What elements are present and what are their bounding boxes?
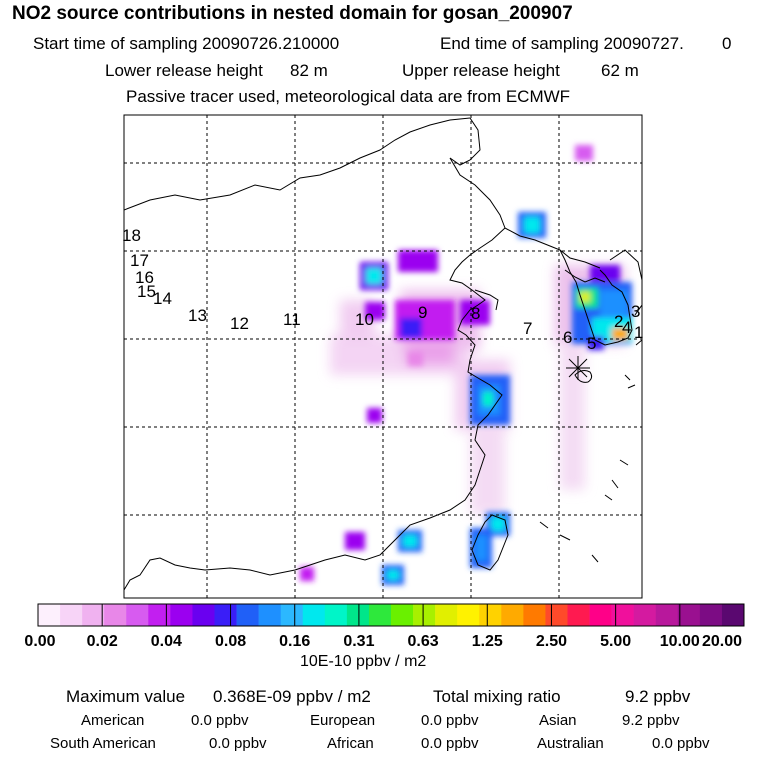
upper-release-value: 62 m bbox=[601, 61, 639, 80]
colorbar-cell bbox=[38, 604, 61, 626]
trajectory-label: 11 bbox=[283, 310, 301, 329]
trajectory-label: 15 bbox=[137, 282, 156, 301]
colorbar-cell bbox=[611, 604, 634, 626]
colorbar-cell bbox=[589, 604, 612, 626]
region-european-value: 0.0 ppbv bbox=[421, 712, 479, 729]
colorbar-cell bbox=[391, 604, 414, 626]
region-asian-name: Asian bbox=[539, 712, 577, 729]
end-time-label: End time of sampling 20090727. bbox=[440, 34, 684, 53]
colorbar-cell bbox=[435, 604, 458, 626]
map-frame bbox=[123, 114, 643, 599]
trajectory-label: 4 bbox=[622, 318, 631, 337]
colorbar-cell bbox=[677, 604, 701, 626]
trajectory-label: 10 bbox=[355, 310, 374, 329]
region-south-american-name: South American bbox=[50, 735, 156, 752]
map-gridlines bbox=[124, 115, 642, 598]
region-african-name: African bbox=[327, 735, 374, 752]
trajectory-label: 1 bbox=[634, 323, 643, 342]
colorbar-tick-label: 2.50 bbox=[536, 633, 567, 650]
colorbar-cell bbox=[126, 604, 149, 626]
trajectory-label: 6 bbox=[563, 328, 572, 347]
trajectory-label: 8 bbox=[471, 304, 480, 323]
colorbar-cell bbox=[457, 604, 480, 626]
region-australian-name: Australian bbox=[537, 735, 604, 752]
colorbar-tick-label: 10.00 bbox=[660, 633, 700, 650]
coastlines bbox=[124, 117, 642, 591]
colorbar-cell bbox=[413, 604, 436, 626]
colorbar-tick-label: 0.08 bbox=[215, 633, 246, 650]
colorbar-cell bbox=[655, 604, 679, 626]
tracer-note: Passive tracer used, meteorological data… bbox=[126, 87, 571, 106]
colorbar-tick-label: 1.25 bbox=[472, 633, 503, 650]
colorbar-cell bbox=[699, 604, 723, 626]
region-asian-value: 9.2 ppbv bbox=[622, 712, 680, 729]
lower-release-value: 82 m bbox=[290, 61, 328, 80]
colorbar-cell bbox=[170, 604, 193, 626]
region-african-value: 0.0 ppbv bbox=[421, 735, 479, 752]
colorbar-cell bbox=[567, 604, 590, 626]
colorbar-cell bbox=[523, 604, 546, 626]
colorbar-cell bbox=[346, 604, 370, 626]
colorbar-tick-label: 0.63 bbox=[408, 633, 439, 650]
end-time-value: 0 bbox=[722, 34, 732, 53]
colorbar-cell bbox=[258, 604, 281, 626]
colorbar-tick-label: 5.00 bbox=[600, 633, 631, 650]
colorbar-cell bbox=[633, 604, 657, 626]
colorbar-tick-label: 0.31 bbox=[343, 633, 374, 650]
colorbar-unit: 10E-10 ppbv / m2 bbox=[300, 653, 427, 670]
colorbar-cell bbox=[280, 604, 304, 626]
region-european-name: European bbox=[310, 712, 376, 729]
trajectory-label: 3 bbox=[631, 302, 640, 321]
chart-title: NO2 source contributions in nested domai… bbox=[12, 3, 573, 24]
colorbar-cell bbox=[104, 604, 127, 626]
trajectory-label: 7 bbox=[523, 319, 532, 338]
colorbar-cell bbox=[545, 604, 568, 626]
max-value-label: Maximum value bbox=[66, 687, 186, 706]
colorbar-tick-label: 20.00 bbox=[702, 633, 742, 650]
colorbar-cell bbox=[60, 604, 83, 626]
trajectory-label: 17 bbox=[130, 251, 149, 270]
region-south-american-value: 0.0 ppbv bbox=[209, 735, 267, 752]
upper-release-label: Upper release height bbox=[402, 61, 560, 80]
trajectory-label: 16 bbox=[135, 268, 154, 287]
colorbar-cell bbox=[148, 604, 171, 626]
colorbar-cell bbox=[721, 604, 745, 626]
trajectory-label: 14 bbox=[153, 289, 172, 308]
colorbar-cell bbox=[479, 604, 502, 626]
colorbar-cell bbox=[82, 604, 105, 626]
receptor-marker bbox=[566, 356, 590, 380]
trajectory-label: 5 bbox=[587, 334, 596, 353]
lower-release-label: Lower release height bbox=[105, 61, 263, 80]
region-australian-value: 0.0 ppbv bbox=[652, 735, 710, 752]
colorbar-cell bbox=[302, 604, 326, 626]
region-american-value: 0.0 ppbv bbox=[191, 712, 249, 729]
colorbar-tick-label: 0.02 bbox=[87, 633, 118, 650]
colorbar-cell bbox=[368, 604, 392, 626]
total-mixing-value: 9.2 ppbv bbox=[625, 687, 691, 706]
colorbar-cell bbox=[501, 604, 524, 626]
region-american-name: American bbox=[81, 712, 145, 729]
colorbar-cell bbox=[236, 604, 259, 626]
colorbar-cell bbox=[214, 604, 237, 626]
trajectory-label: 12 bbox=[230, 314, 249, 333]
start-time-label: Start time of sampling 20090726.210000 bbox=[33, 34, 340, 53]
colorbar-cell bbox=[192, 604, 215, 626]
trajectory-label: 18 bbox=[122, 226, 141, 245]
plume-hotspots bbox=[300, 145, 632, 585]
total-mixing-label: Total mixing ratio bbox=[433, 687, 561, 706]
colorbar-tick-label: 0.04 bbox=[151, 633, 182, 650]
trajectory-label: 2 bbox=[614, 312, 623, 331]
colorbar-tick-label: 0.00 bbox=[24, 633, 55, 650]
trajectory-label: 13 bbox=[188, 306, 207, 325]
trajectory-label: 9 bbox=[418, 303, 427, 322]
colorbar-cell bbox=[324, 604, 348, 626]
max-value: 0.368E-09 ppbv / m2 bbox=[213, 687, 371, 706]
colorbar-tick-label: 0.16 bbox=[279, 633, 310, 650]
